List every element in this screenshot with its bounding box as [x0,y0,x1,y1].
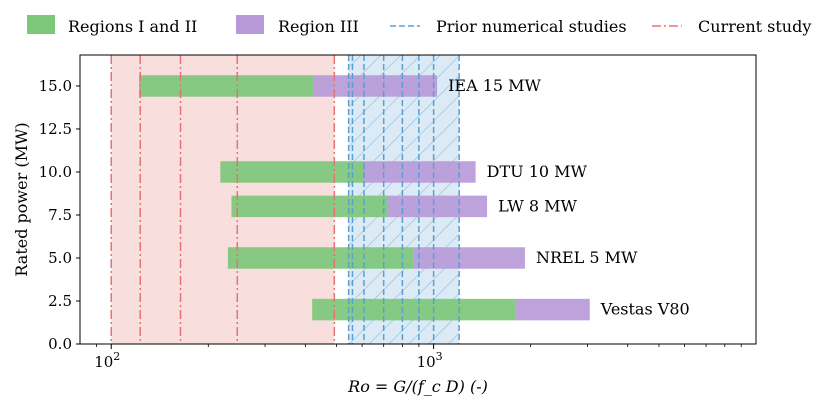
bar-region-3-vestas-v80 [515,298,590,321]
legend-item-regions-1-2: Regions I and II [27,15,197,36]
legend: Regions I and II Region III Prior numeri… [27,15,811,36]
bar-region-3-nrel-5-mw [413,247,525,269]
bar-label-nrel-5-mw: NREL 5 MW [536,248,638,267]
legend-swatch-region-3 [236,15,264,34]
y-tick-label-5: 12.5 [39,120,72,138]
x-tick-label-0: 102 [94,350,120,371]
plot-frame [79,54,757,345]
legend-item-current-study: Current study [652,17,811,36]
y-tick-label-0: 0.0 [48,335,72,353]
y-tick-label-4: 10.0 [39,163,72,181]
y-tick-label-2: 5.0 [48,249,72,267]
x-tick-label-1: 103 [417,350,443,371]
x-axis-label: Ro = G/(f_c D) (-) [347,377,488,396]
y-tick-label-1: 2.5 [48,292,72,310]
y-tick-label-3: 7.5 [48,206,72,224]
legend-label-region-3: Region III [278,17,359,36]
bar-regions-1-2-nrel-5-mw [227,247,414,269]
bar-region-3-iea-15-mw [313,75,438,97]
legend-label-regions-1-2: Regions I and II [68,17,197,36]
bar-regions-1-2-dtu-10-mw [220,161,364,183]
bar-regions-1-2-vestas-v80 [312,298,516,321]
legend-item-prior-studies: Prior numerical studies [390,17,627,36]
bar-region-3-dtu-10-mw [363,161,476,183]
bar-label-lw-8-mw: LW 8 MW [498,196,577,215]
y-tick-label-6: 15.0 [39,77,72,95]
legend-label-current-study: Current study [698,17,811,36]
bar-region-3-lw-8-mw [388,195,488,218]
bar-regions-1-2-iea-15-mw [139,75,314,97]
bar-label-dtu-10-mw: DTU 10 MW [487,162,588,181]
legend-label-prior-studies: Prior numerical studies [436,17,627,36]
bar-label-iea-15-mw: IEA 15 MW [448,76,541,95]
legend-item-region-3: Region III [236,15,359,36]
bar-label-vestas-v80: Vestas V80 [600,300,690,319]
y-axis-label: Rated power (MW) [12,122,31,276]
legend-swatch-regions-1-2 [27,15,55,34]
